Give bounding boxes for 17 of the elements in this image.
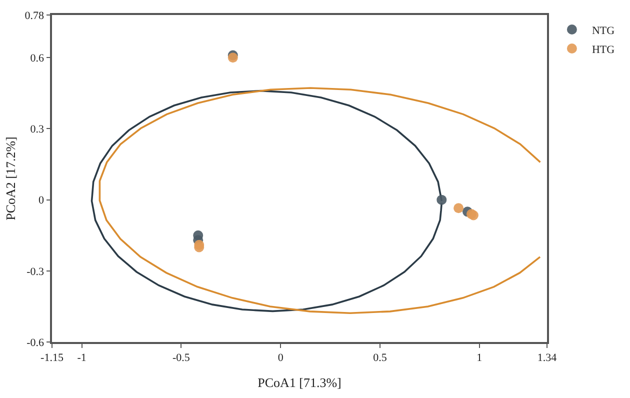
legend-label: HTG [592,44,615,56]
x-tick-label: -1 [77,352,86,364]
y-tick-label: 0 [38,194,45,207]
y-axis-title: PCoA2 [17.2%] [3,136,18,220]
x-tick-label: 1 [476,352,482,364]
x-tick-label: 0 [278,352,284,364]
x-tick-label: 1.34 [537,352,558,364]
x-axis-title: PCoA1 [71.3%] [258,375,342,390]
x-tick-label: -1.15 [40,352,64,364]
legend-label: NTG [592,24,615,37]
y-tick-label: -0.6 [26,336,45,349]
x-tick-label: -0.5 [172,352,190,364]
y-tick-label: 0.78 [24,10,45,22]
y-tick-label: 0.3 [30,124,45,136]
x-tick-label: 0.5 [373,352,388,364]
y-tick-label: 0.6 [30,52,45,64]
y-tick-label: -0.3 [26,266,45,278]
